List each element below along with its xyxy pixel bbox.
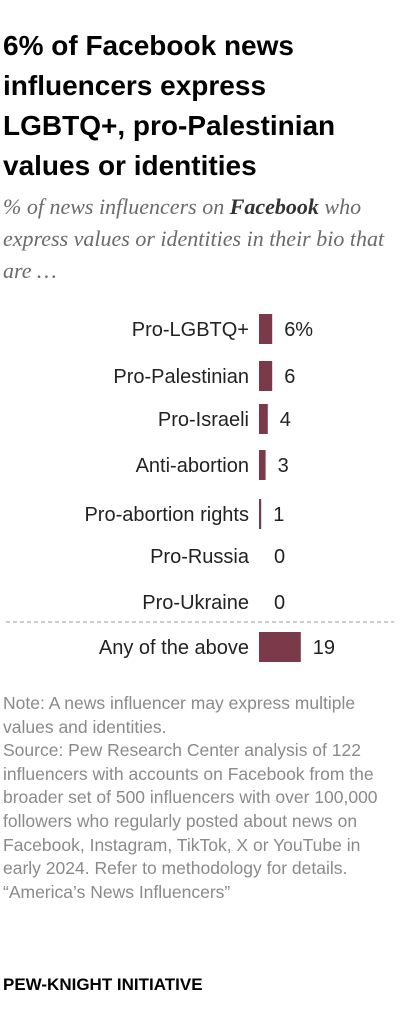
value-label: 4 <box>280 409 291 431</box>
category-label: Pro-Palestinian <box>113 366 249 388</box>
bar <box>259 404 268 434</box>
category-label: Pro-Ukraine <box>142 592 249 614</box>
category-label: Anti-abortion <box>136 455 249 477</box>
category-label: Pro-LGBTQ+ <box>132 319 249 341</box>
note-text: Note: A news influencer may express mult… <box>3 693 356 737</box>
value-label: 3 <box>278 455 289 477</box>
bar-chart-svg: Pro-LGBTQ+ 6% Pro-Palestinian 6 Pro-Israeli 4… <box>6 314 394 662</box>
value-label: 19 <box>313 637 335 659</box>
value-label: 6% <box>284 319 313 341</box>
chart-subtitle: % of news influencers on Facebook who ex… <box>3 191 395 287</box>
category-label: Any of the above <box>99 637 249 659</box>
chart-title: 6% of Facebook news influencers express … <box>3 30 336 181</box>
bar <box>259 361 273 391</box>
value-label: 1 <box>273 504 284 526</box>
value-label: 6 <box>284 366 295 388</box>
bar <box>259 450 266 480</box>
bar <box>259 314 273 344</box>
bar-chart: Pro-LGBTQ+ 6% Pro-Palestinian 6 Pro-Israeli 4… <box>0 300 400 680</box>
report-title: “America’s News Influencers” <box>3 881 231 902</box>
subtitle-platform: Facebook <box>229 194 319 219</box>
value-label: 0 <box>274 592 285 614</box>
value-label: 0 <box>274 546 285 568</box>
bar <box>259 499 262 529</box>
category-label: Pro-Israeli <box>158 409 249 431</box>
category-label: Pro-Russia <box>150 546 250 568</box>
chart-notes: Note: A news influencer may express mult… <box>3 692 397 904</box>
subtitle-post: who express values or identities in thei… <box>3 194 385 283</box>
subtitle-pre: % of news influencers on <box>3 194 230 219</box>
source-text: Source: Pew Research Center analysis of … <box>3 740 378 879</box>
brand-label: PEW-KNIGHT INITIATIVE <box>3 975 203 994</box>
bar <box>259 632 301 662</box>
category-label: Pro-abortion rights <box>84 504 249 526</box>
